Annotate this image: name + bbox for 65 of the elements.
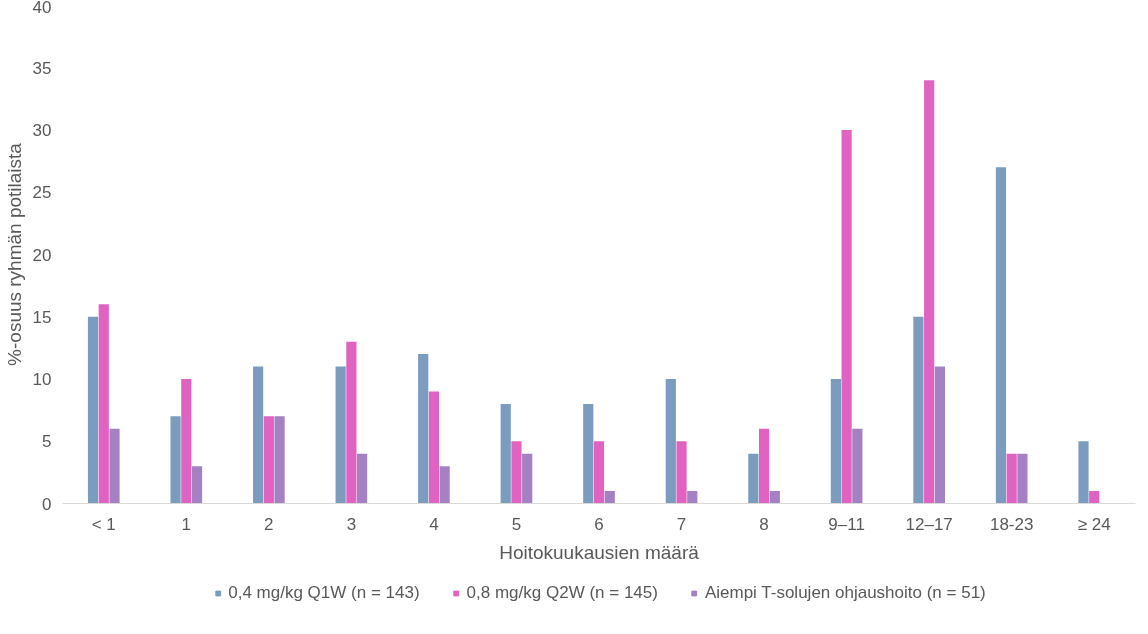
- bar: [522, 453, 533, 504]
- bar: [1017, 453, 1028, 504]
- bar: [748, 453, 759, 504]
- y-tick-label: 30: [32, 121, 52, 140]
- bar: [511, 441, 522, 504]
- x-tick-label: 2: [264, 514, 274, 534]
- y-tick-label: 15: [32, 307, 52, 327]
- bar: [841, 130, 852, 504]
- y-tick-label: 20: [32, 245, 52, 265]
- bar: [263, 416, 274, 504]
- y-axis-title: %-osuus ryhmän potilaista: [3, 142, 25, 366]
- bar: [852, 428, 863, 504]
- bar: [769, 491, 780, 504]
- y-tick-label: 35: [32, 58, 52, 78]
- bar: [335, 366, 346, 504]
- legend-label: Aiempi T-solujen ohjaushoito (n = 51): [704, 582, 986, 603]
- y-tick-label: 25: [32, 183, 52, 203]
- bar: [676, 441, 687, 504]
- bar: [583, 403, 594, 504]
- bar: [500, 403, 511, 504]
- bar: [181, 379, 192, 504]
- x-tick-label: 12–17: [905, 514, 953, 534]
- bar: [593, 441, 605, 504]
- x-axis-title: Hoitokuukausien määrä: [499, 541, 700, 563]
- bar: [604, 491, 615, 504]
- legend-label: 0,8 mg/kg Q2W (n = 145): [466, 582, 658, 603]
- x-tick-label: 1: [181, 514, 192, 534]
- x-tick-label: 9–11: [828, 514, 865, 534]
- bar: [98, 304, 109, 504]
- bar: [687, 491, 698, 504]
- y-tick-label: 40: [32, 0, 52, 17]
- bar: [170, 416, 181, 504]
- bar: [995, 167, 1007, 504]
- y-tick-label: 10: [32, 370, 52, 389]
- bar: [109, 428, 120, 504]
- x-tick-label: 18-23: [989, 514, 1034, 534]
- y-tick-label: 5: [42, 432, 52, 452]
- bar: [357, 453, 368, 504]
- bar: [1006, 453, 1017, 504]
- x-tick-label: 6: [594, 514, 604, 534]
- bar: [924, 80, 935, 504]
- bar: [1089, 491, 1100, 504]
- x-tick-label: 4: [429, 514, 439, 534]
- x-tick-label: 7: [676, 514, 687, 534]
- bar: [1078, 441, 1089, 504]
- bar: [253, 366, 264, 504]
- bar: [913, 316, 924, 504]
- bar: [428, 391, 440, 504]
- bar: [418, 354, 429, 504]
- bar: [274, 416, 285, 504]
- legend-label: 0,4 mg/kg Q1W (n = 143): [228, 582, 420, 603]
- bar: [191, 466, 203, 504]
- y-tick-label: 0: [42, 494, 52, 514]
- bar: [665, 379, 676, 504]
- x-tick-label: 5: [511, 514, 522, 534]
- x-tick-label: 8: [759, 514, 769, 534]
- x-tick-label: < 1: [91, 514, 116, 534]
- x-tick-label: 3: [346, 514, 357, 534]
- bar: [346, 341, 357, 504]
- bar: [439, 466, 450, 504]
- bar: [934, 366, 945, 504]
- bar: [830, 379, 841, 504]
- bar: [758, 428, 770, 504]
- bar: [87, 316, 99, 504]
- x-tick-label: ≥ 24: [1077, 514, 1111, 534]
